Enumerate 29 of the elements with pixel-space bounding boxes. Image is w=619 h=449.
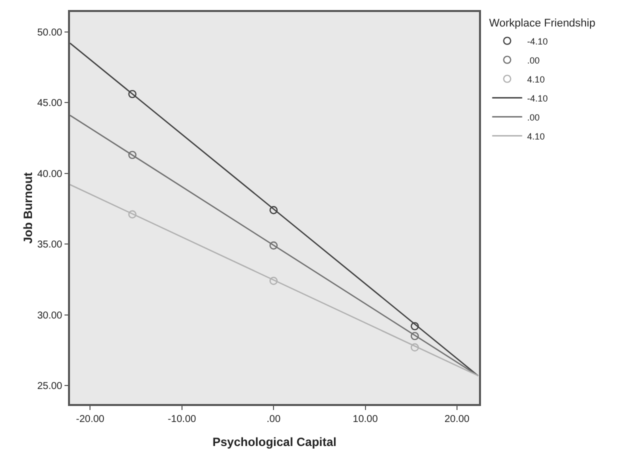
- x-tick-label: .00: [266, 414, 281, 425]
- x-tick-label: -20.00: [76, 414, 105, 425]
- point: [269, 206, 278, 214]
- point: [128, 210, 136, 218]
- point: [410, 332, 419, 340]
- point: [269, 241, 278, 250]
- x-tick-label: 10.00: [352, 414, 378, 425]
- y-tick-label: 45.00: [37, 98, 63, 110]
- x-tick-label: -10.00: [168, 414, 196, 425]
- y-tick-label: 40.00: [37, 168, 63, 180]
- y-tick-label: 25.00: [37, 381, 63, 392]
- point: [269, 276, 278, 285]
- legend-title: Workplace Friendship: [489, 17, 596, 30]
- point: [128, 150, 136, 160]
- x-axis-title: Psychological Capital: [212, 435, 337, 449]
- legend-label: 4.10: [527, 131, 545, 142]
- legend-label: 4.10: [527, 74, 545, 84]
- y-tick-label: 35.00: [37, 240, 63, 251]
- y-axis-title: Job Burnout: [21, 172, 36, 244]
- y-tick-label: 50.00: [37, 27, 63, 38]
- point: [128, 90, 136, 98]
- point: [410, 322, 419, 330]
- legend-label: -4.10: [527, 93, 548, 104]
- x-tick-label: 20.00: [444, 414, 470, 425]
- legend-label: .00: [527, 112, 540, 122]
- point: [410, 343, 419, 352]
- y-tick-label: 30.00: [37, 310, 63, 322]
- legend-label: .00: [527, 55, 540, 66]
- legend-label: -4.10: [527, 36, 548, 46]
